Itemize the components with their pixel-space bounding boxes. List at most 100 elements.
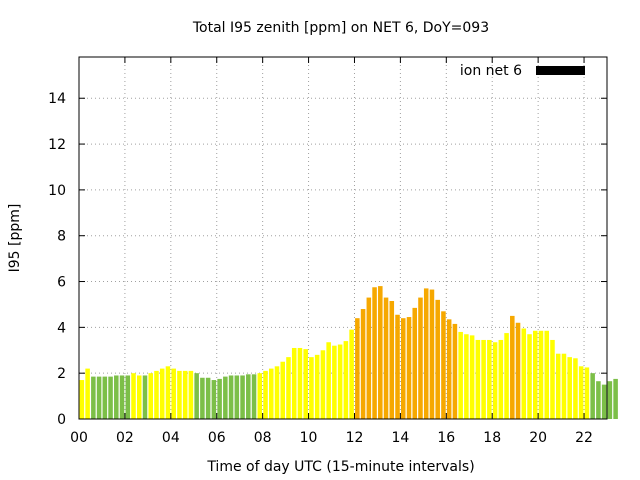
- bar: [389, 301, 395, 419]
- bar: [561, 353, 567, 419]
- bar: [429, 289, 435, 419]
- bar: [475, 339, 481, 419]
- bar: [131, 373, 136, 419]
- bar: [159, 368, 165, 419]
- x-tick-label: 16: [437, 430, 455, 446]
- bar: [309, 357, 314, 419]
- x-axis-ticks: 00 02 04 06 08 10 12 14 16 18 20 22: [70, 57, 593, 446]
- bar: [441, 311, 446, 419]
- bar: [355, 318, 360, 419]
- bars: [79, 286, 618, 419]
- x-tick-label: 12: [346, 430, 364, 446]
- bar: [240, 375, 245, 419]
- y-axis-ticks: 0 2 4 6 8 10 12 14: [48, 91, 607, 428]
- bar: [251, 374, 257, 419]
- bar: [182, 370, 188, 419]
- bar: [469, 335, 475, 419]
- bar: [555, 353, 561, 419]
- bar: [257, 373, 263, 419]
- bar: [297, 347, 303, 419]
- x-tick-label: 14: [391, 430, 409, 446]
- bar: [188, 370, 194, 419]
- bar: [246, 374, 251, 419]
- bar: [200, 377, 205, 419]
- bar: [79, 380, 85, 419]
- bar: [452, 323, 458, 419]
- bar: [527, 334, 532, 419]
- bar: [366, 297, 372, 419]
- x-tick-label: 10: [300, 430, 318, 446]
- bar: [435, 299, 440, 419]
- bar: [165, 366, 171, 419]
- y-tick-label: 6: [57, 275, 66, 291]
- bar: [412, 307, 418, 419]
- legend: ion net 6: [460, 63, 585, 79]
- bar: [96, 376, 102, 419]
- bar: [171, 368, 176, 419]
- bar: [211, 380, 217, 419]
- bar: [567, 357, 572, 419]
- x-axis-label: Time of day UTC (15-minute intervals): [206, 459, 474, 475]
- legend-label: ion net 6: [460, 63, 522, 79]
- bar: [125, 375, 131, 419]
- bar: [102, 376, 108, 419]
- bar: [142, 375, 148, 419]
- bar: [136, 375, 142, 419]
- bar: [234, 375, 240, 419]
- bar: [91, 376, 96, 419]
- bar: [601, 384, 607, 419]
- bar: [320, 350, 326, 419]
- bar: [400, 318, 406, 419]
- bar: [406, 317, 412, 419]
- bar: [521, 328, 527, 419]
- legend-swatch: [536, 66, 585, 75]
- bar: [481, 339, 486, 419]
- bar: [108, 376, 113, 419]
- bar: [498, 339, 504, 419]
- y-tick-label: 14: [48, 91, 66, 107]
- bar: [291, 347, 297, 419]
- y-tick-label: 2: [57, 366, 66, 382]
- x-tick-label: 18: [483, 430, 501, 446]
- bar: [223, 376, 228, 419]
- bar: [114, 375, 119, 419]
- x-tick-label: 08: [254, 430, 272, 446]
- bar: [378, 286, 383, 419]
- bar: [360, 309, 366, 419]
- y-tick-label: 4: [57, 320, 66, 336]
- x-tick-label: 04: [162, 430, 180, 446]
- bar: [326, 342, 331, 419]
- bar: [286, 357, 291, 419]
- bar: [464, 334, 469, 419]
- x-tick-label: 20: [529, 430, 547, 446]
- bar: [268, 368, 274, 419]
- bar: [584, 367, 590, 419]
- bar: [504, 333, 509, 419]
- bar: [573, 358, 578, 419]
- y-axis-label: I95 [ppm]: [7, 204, 23, 273]
- plot-frame: [78, 56, 608, 420]
- bar: [613, 378, 618, 419]
- bar: [263, 370, 268, 419]
- bar: [590, 373, 595, 419]
- x-tick-label: 22: [575, 430, 593, 446]
- bar: [578, 366, 584, 419]
- bar: [418, 297, 423, 419]
- bar: [85, 368, 90, 419]
- bar: [194, 373, 199, 419]
- bar: [343, 341, 349, 419]
- bar: [487, 339, 492, 419]
- bar: [458, 331, 463, 419]
- y-tick-label: 10: [48, 183, 66, 199]
- bar: [372, 287, 377, 419]
- bar: [607, 381, 613, 419]
- bar: [510, 315, 515, 419]
- y-tick-label: 0: [57, 412, 66, 428]
- bar: [177, 370, 182, 419]
- bar: [538, 330, 544, 419]
- x-tick-label: 06: [208, 430, 226, 446]
- bar: [332, 345, 337, 419]
- y-tick-label: 12: [48, 137, 66, 153]
- bar: [349, 329, 354, 419]
